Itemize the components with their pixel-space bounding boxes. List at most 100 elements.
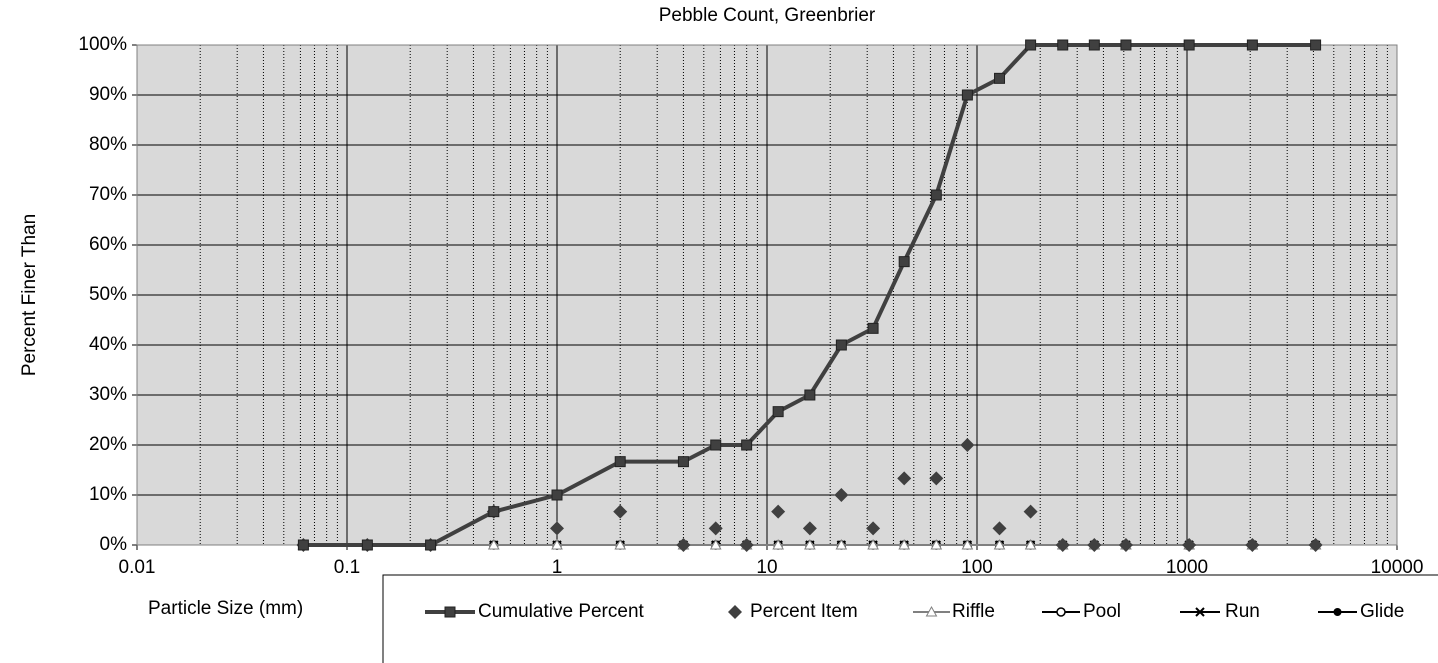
y-tick-label: 60% xyxy=(89,234,127,255)
marker-shape xyxy=(961,538,974,550)
marker-shape xyxy=(425,539,437,551)
marker xyxy=(802,521,817,536)
marker-shape xyxy=(1055,538,1070,552)
marker-shape xyxy=(1088,39,1100,51)
marker-shape xyxy=(925,605,938,617)
y-tick-label: 40% xyxy=(89,334,127,355)
marker-shape xyxy=(739,538,754,552)
marker xyxy=(488,506,500,518)
marker xyxy=(361,539,373,551)
marker-shape xyxy=(930,538,943,550)
marker-shape xyxy=(898,538,911,550)
marker-shape xyxy=(1057,39,1069,51)
marker xyxy=(551,538,563,550)
marker-shape xyxy=(804,538,816,550)
marker-shape xyxy=(488,506,500,518)
marker xyxy=(835,538,848,550)
marker xyxy=(834,488,849,502)
marker xyxy=(1310,39,1322,51)
marker xyxy=(898,538,911,550)
marker xyxy=(960,438,975,452)
marker xyxy=(835,339,847,351)
marker-shape xyxy=(444,606,456,618)
marker-shape xyxy=(741,439,753,451)
marker xyxy=(930,538,943,550)
legend-label: Riffle xyxy=(952,601,995,622)
marker xyxy=(425,539,437,551)
y-axis-label: Percent Finer Than xyxy=(19,214,40,376)
marker xyxy=(992,521,1007,536)
legend-box xyxy=(382,574,1438,663)
marker xyxy=(728,605,742,619)
marker-shape xyxy=(710,439,722,451)
x-tick-label: 1000 xyxy=(1166,557,1208,578)
x-tick-label: 0.1 xyxy=(334,557,360,578)
marker-shape xyxy=(771,504,786,519)
legend-label: Pool xyxy=(1083,601,1121,622)
marker xyxy=(1182,538,1197,552)
marker-shape xyxy=(1120,39,1132,51)
marker xyxy=(487,538,500,550)
marker-shape xyxy=(804,389,816,401)
marker xyxy=(929,471,944,486)
marker-shape xyxy=(709,538,722,550)
marker-shape xyxy=(835,538,848,550)
marker-shape xyxy=(550,521,564,536)
y-tick-label: 10% xyxy=(89,484,127,505)
marker-shape xyxy=(1024,538,1037,550)
x-tick-label: 10000 xyxy=(1371,557,1424,578)
marker xyxy=(1057,39,1069,51)
marker xyxy=(708,521,723,536)
marker xyxy=(709,538,722,550)
x-tick-label: 10 xyxy=(756,557,777,578)
x-axis-label: Particle Size (mm) xyxy=(148,598,303,619)
marker-shape xyxy=(772,538,784,550)
marker xyxy=(772,538,784,550)
marker xyxy=(613,504,628,519)
y-tick-label: 50% xyxy=(89,284,127,305)
marker-shape xyxy=(1195,607,1205,617)
marker xyxy=(739,538,754,552)
y-tick-label: 20% xyxy=(89,434,127,455)
marker-shape xyxy=(772,406,784,418)
marker-shape xyxy=(1333,608,1342,616)
marker-shape xyxy=(898,256,910,268)
marker xyxy=(994,72,1006,84)
marker-shape xyxy=(866,521,881,536)
marker-shape xyxy=(676,538,691,552)
y-tick-label: 30% xyxy=(89,384,127,405)
marker-shape xyxy=(1310,39,1322,51)
marker-shape xyxy=(960,438,975,452)
marker-shape xyxy=(994,72,1006,84)
marker xyxy=(898,256,910,268)
marker xyxy=(772,406,784,418)
marker xyxy=(804,538,816,550)
marker-shape xyxy=(992,521,1007,536)
marker xyxy=(1183,39,1195,51)
marker-shape xyxy=(1308,538,1323,552)
marker xyxy=(897,471,912,486)
marker xyxy=(1024,538,1037,550)
marker xyxy=(1118,538,1133,552)
marker-shape xyxy=(1118,538,1133,552)
marker xyxy=(677,456,689,468)
marker-shape xyxy=(1183,39,1195,51)
marker xyxy=(1120,39,1132,51)
marker xyxy=(1025,39,1037,51)
marker-shape xyxy=(929,471,944,486)
marker-shape xyxy=(802,521,817,536)
marker xyxy=(550,521,564,536)
marker xyxy=(1087,538,1102,552)
marker-shape xyxy=(297,539,309,551)
marker-shape xyxy=(867,322,879,334)
marker xyxy=(867,538,879,550)
marker-shape xyxy=(961,89,973,101)
marker xyxy=(804,389,816,401)
x-tick-label: 100 xyxy=(961,557,993,578)
marker-shape xyxy=(993,538,1006,550)
marker xyxy=(771,504,786,519)
marker-shape xyxy=(487,538,500,550)
marker-shape xyxy=(835,339,847,351)
x-tick-label: 0.01 xyxy=(119,557,156,578)
